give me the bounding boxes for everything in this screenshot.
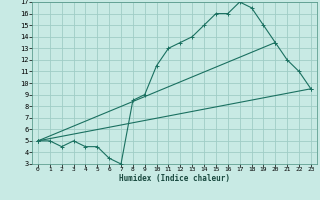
X-axis label: Humidex (Indice chaleur): Humidex (Indice chaleur) xyxy=(119,174,230,183)
